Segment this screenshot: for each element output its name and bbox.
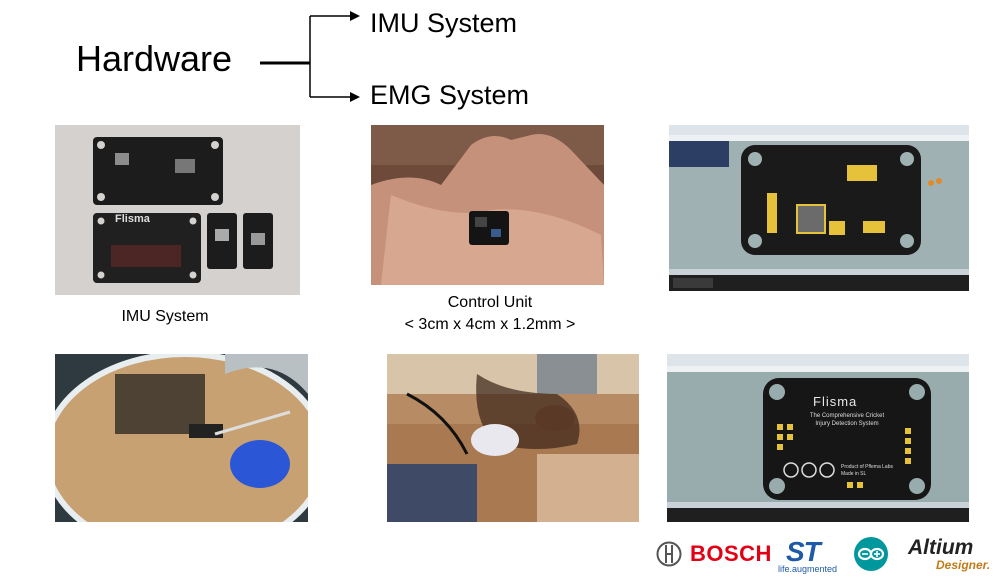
soldering-workbench-photo (387, 354, 639, 522)
bosch-wordmark: BOSCH (690, 541, 772, 566)
caption-control-unit: Control Unit < 3cm x 4cm x 1.2mm > (390, 292, 590, 336)
control-unit-in-hand-photo (371, 125, 604, 285)
board-made-line-2: Made in SL (841, 471, 867, 477)
altium-pcb-top-screenshot (669, 125, 969, 291)
st-logo: ST life.augmented (778, 536, 844, 576)
caption-control-unit-title: Control Unit (447, 294, 533, 311)
bosch-armature-icon (656, 541, 682, 567)
caption-control-unit-size: < 3cm x 4cm x 1.2mm > (404, 316, 576, 333)
branch-emg-system: EMG System (370, 80, 530, 110)
magnifier-soldering-photo (55, 354, 308, 522)
altium-pcb-bottom-screenshot: Flisma The Comprehensive Cricket Injury … (667, 354, 969, 522)
altium-wordmark: Altium (908, 536, 974, 559)
slide-title: Hardware (76, 38, 233, 79)
board-tagline-line-1: The Comprehensive Cricket (809, 413, 885, 419)
board-brand: Flisma (813, 394, 858, 409)
altium-designer-text: Designer. (936, 558, 991, 572)
imu-boards-photo: Flisma (55, 125, 300, 295)
tree-connector (260, 11, 360, 102)
board-tagline: The Comprehensive Cricket Injury Detecti… (797, 412, 897, 428)
board-made-line-1: Product of Pflema Labs (841, 464, 893, 470)
bosch-logo: BOSCH (656, 538, 771, 570)
st-wordmark: ST (786, 536, 821, 567)
st-tagline: life.augmented (778, 564, 838, 574)
caption-imu-system: IMU System (121, 308, 209, 325)
board-tagline-line-2: Injury Detection System (815, 421, 879, 427)
imu-board-brand: Flisma (115, 213, 150, 225)
branch-imu-system: IMU System (370, 8, 518, 38)
board-made-in: Product of Pflema Labs Made in SL (841, 464, 901, 478)
altium-logo: Altium Designer. (906, 536, 1002, 576)
arduino-logo (854, 537, 888, 571)
